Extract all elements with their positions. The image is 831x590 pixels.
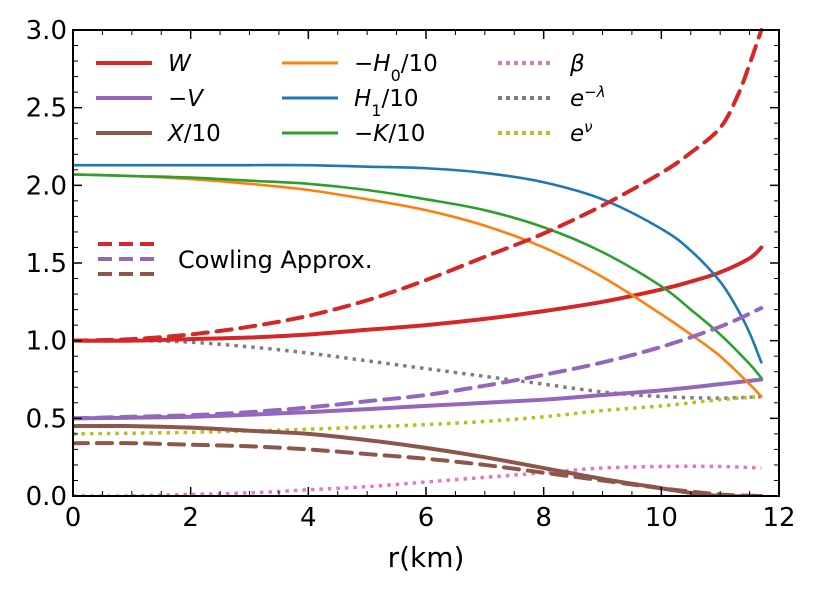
legend-label-x10: X/10	[167, 121, 221, 147]
legend-entry-minus-k: −K/10	[282, 121, 425, 147]
legend-entry-e-lambda: e−λ	[498, 83, 606, 112]
legend-label-w: W	[168, 51, 192, 77]
series-group	[73, 28, 764, 496]
y-tick-label: 2.5	[26, 94, 67, 124]
ticks-layer: 0 2 4 6 8 10 12 0.0 0.5 1.0 1.5 2.0 2.5 3.0	[26, 16, 796, 533]
legend-entry-minus-h0: −H0/10	[282, 51, 438, 85]
legend-label-minus-h0: −H0/10	[354, 51, 438, 85]
x-tick-label: 10	[645, 503, 678, 533]
legend-entry-minus-v: −V	[96, 86, 205, 112]
y-tick-label: 0.0	[26, 482, 67, 512]
legend-entry-h1: H1/10	[282, 86, 419, 120]
x-tick-label: 2	[182, 503, 199, 533]
x-tick-label: 0	[65, 503, 82, 533]
legend-label-e-nu: eν	[570, 118, 593, 147]
series-layer	[73, 28, 764, 496]
y-tick-label: 1.0	[26, 327, 67, 357]
series-line-v	[73, 377, 764, 421]
x-axis-title: r(km)	[388, 541, 465, 574]
legend: W −V X/10 −H0/10 H1/10 −K/10 β e−λ	[96, 51, 606, 147]
series-line-series	[73, 464, 762, 496]
legend-label-minus-k: −K/10	[354, 121, 425, 147]
series-line-w	[73, 245, 764, 343]
series-line-h-10	[73, 163, 763, 364]
legend-entry-beta: β	[498, 51, 585, 77]
series-line-x-10	[73, 423, 764, 496]
legend-label-e-lambda: e−λ	[570, 83, 606, 112]
y-tick-label: 2.0	[26, 171, 67, 201]
legend-label-minus-v: −V	[168, 86, 205, 112]
cowling-label: Cowling Approx.	[178, 246, 372, 274]
series-line-w-cowling-approx	[73, 28, 764, 343]
x-tick-label: 12	[762, 503, 795, 533]
legend-entry-w: W	[96, 51, 192, 77]
plot-frame	[72, 29, 780, 497]
series-line-k-10	[73, 173, 763, 380]
series-line-x-10-cowling-approx	[73, 441, 764, 496]
x-tick-label: 4	[300, 503, 317, 533]
legend-label-beta: β	[569, 51, 585, 77]
series-line-h-10	[73, 173, 763, 398]
x-tick-label: 8	[535, 503, 552, 533]
legend-entry-x10: X/10	[96, 121, 221, 147]
cowling-legend: Cowling Approx.	[98, 242, 372, 276]
y-tick-label: 1.5	[26, 249, 67, 279]
y-tick-label: 3.0	[26, 16, 67, 46]
x-tick-label: 6	[418, 503, 435, 533]
y-tick-label: 0.5	[26, 404, 67, 434]
legend-entry-e-nu: eν	[498, 118, 593, 147]
legend-label-h1: H1/10	[354, 86, 419, 120]
